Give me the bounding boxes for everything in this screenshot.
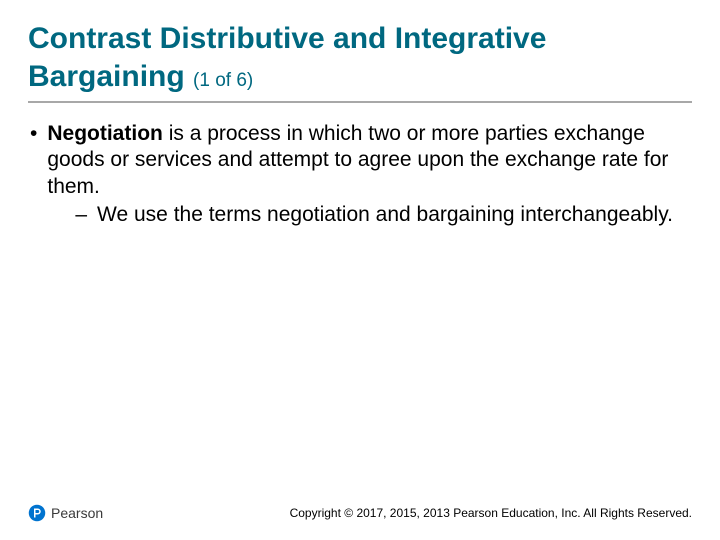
copyright-text: Copyright © 2017, 2015, 2013 Pearson Edu…: [290, 506, 692, 520]
bullet-bold-lead: Negotiation: [47, 122, 163, 145]
brand-logo: Pearson: [28, 504, 103, 522]
pearson-icon: [28, 504, 46, 522]
slide-footer: Pearson Copyright © 2017, 2015, 2013 Pea…: [0, 504, 720, 522]
bullet-text: Negotiation is a process in which two or…: [47, 121, 692, 228]
bullet-level-1: • Negotiation is a process in which two …: [30, 121, 692, 228]
slide-body: • Negotiation is a process in which two …: [28, 121, 692, 228]
title-counter: (1 of 6): [193, 70, 253, 91]
slide: Contrast Distributive and Integrative Ba…: [0, 0, 720, 540]
title-divider: [28, 101, 692, 103]
bullet-marker: •: [30, 121, 37, 228]
slide-title: Contrast Distributive and Integrative Ba…: [28, 20, 692, 95]
sub-bullet-text: We use the terms negotiation and bargain…: [97, 202, 692, 228]
bullet-level-2: – We use the terms negotiation and barga…: [75, 202, 692, 228]
brand-name: Pearson: [51, 505, 103, 521]
title-main: Contrast Distributive and Integrative Ba…: [28, 22, 546, 93]
bullet-marker: –: [75, 202, 87, 228]
